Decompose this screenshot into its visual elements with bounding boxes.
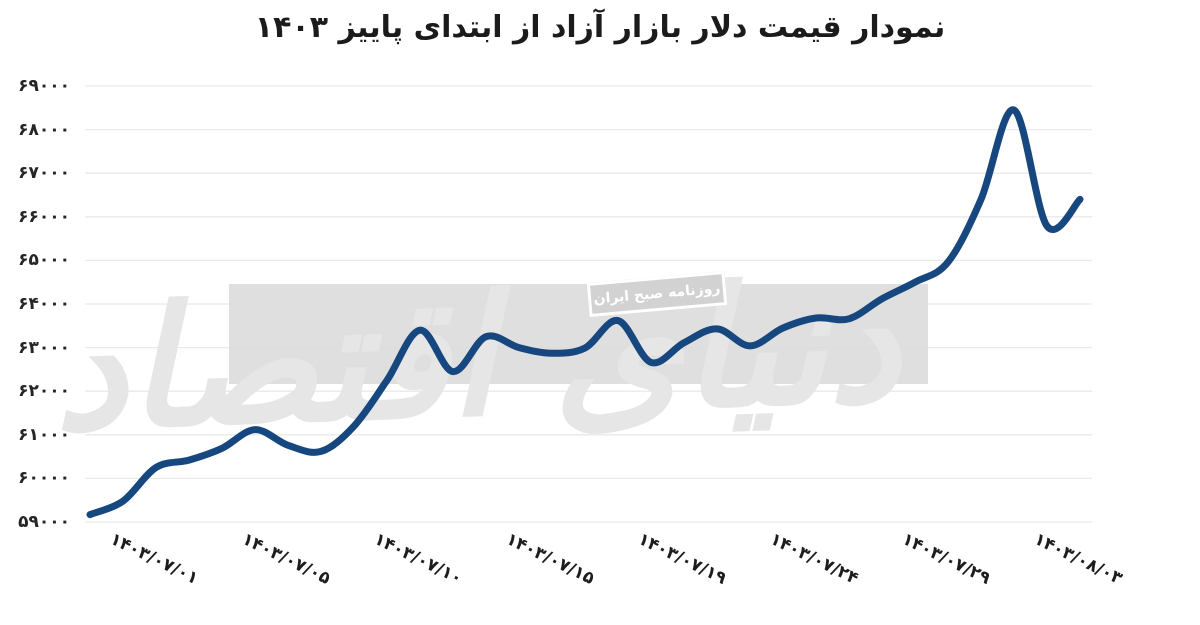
y-tick-label: ۶۷۰۰۰	[18, 163, 70, 184]
y-tick-label: ۶۰۰۰۰	[18, 468, 70, 489]
y-tick-label: ۶۴۰۰۰	[18, 294, 70, 314]
y-tick-label: ۶۵۰۰۰	[18, 250, 70, 271]
chart-title: نمودار قیمت دلار بازار آزاد از ابتدای پا…	[254, 10, 946, 45]
y-tick-label: ۶۶۰۰۰	[18, 206, 70, 227]
y-tick-label: ۶۲۰۰۰	[18, 381, 70, 402]
y-tick-label: ۶۸۰۰۰	[18, 119, 70, 140]
y-tick-label: ۵۹۰۰۰	[18, 512, 70, 532]
y-tick-label: ۶۹۰۰۰	[18, 76, 70, 96]
price-line	[86, 106, 1084, 519]
y-tick-label: ۶۳۰۰۰	[18, 337, 70, 358]
watermark-band	[229, 284, 928, 384]
y-tick-label: ۶۱۰۰۰	[18, 424, 70, 445]
